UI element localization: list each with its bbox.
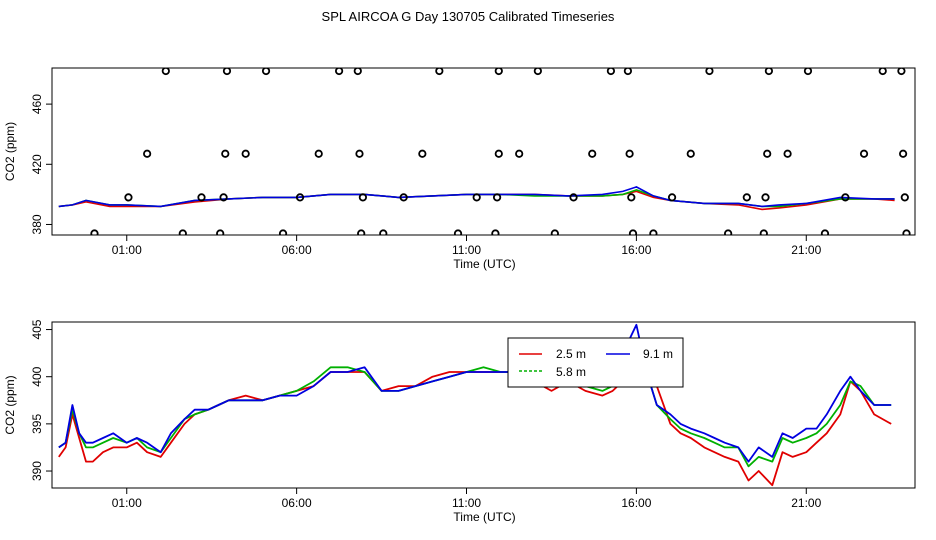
data-point xyxy=(841,193,850,202)
data-point xyxy=(355,149,364,158)
legend-box xyxy=(507,337,684,388)
data-point xyxy=(335,68,344,76)
data-point xyxy=(705,68,714,76)
data-point xyxy=(742,193,751,202)
data-point xyxy=(515,149,524,158)
x-tick-label: 01:00 xyxy=(112,496,142,510)
data-point xyxy=(761,193,770,202)
y-tick-label: 390 xyxy=(30,461,44,481)
y-tick-label: 420 xyxy=(30,154,44,174)
y-tick-label: 460 xyxy=(30,94,44,114)
data-point xyxy=(820,229,830,235)
data-point xyxy=(435,68,444,76)
x-tick-label: 16:00 xyxy=(621,243,651,257)
data-point xyxy=(178,229,187,235)
x-tick-label: 01:00 xyxy=(112,243,142,257)
x-tick-label: 11:00 xyxy=(452,496,481,510)
data-point xyxy=(472,193,481,202)
data-point xyxy=(314,149,323,158)
data-point xyxy=(764,68,774,76)
data-point xyxy=(803,68,813,76)
data-point xyxy=(261,68,271,76)
data-point xyxy=(161,68,170,76)
x-tick-label: 06:00 xyxy=(282,496,312,510)
legend: 2.5 m 9.1 m 5.8 m xyxy=(507,337,684,388)
data-point xyxy=(216,229,225,235)
data-point xyxy=(606,68,616,76)
legend-label: 2.5 m xyxy=(556,347,586,361)
data-point xyxy=(492,193,502,202)
data-point xyxy=(667,193,677,202)
data-point xyxy=(494,68,503,76)
y-axis-label: CO2 (ppm) xyxy=(3,122,17,181)
data-point xyxy=(418,149,427,158)
data-point xyxy=(222,68,232,76)
legend-label: 9.1 m xyxy=(643,347,673,361)
y-tick-label: 405 xyxy=(30,319,44,339)
data-point xyxy=(902,229,911,235)
data-point xyxy=(143,149,152,158)
data-point xyxy=(90,229,99,235)
data-point xyxy=(379,229,388,235)
data-point xyxy=(124,193,133,202)
figure-title: SPL AIRCOA G Day 130705 Calibrated Times… xyxy=(321,9,615,24)
legend-label: 5.8 m xyxy=(556,365,586,379)
bottom-panel: 01:00 06:00 11:00 16:00 21:00 390 395 400 405 Tim… xyxy=(3,319,916,524)
data-point xyxy=(219,193,228,202)
data-point xyxy=(353,68,362,76)
x-tick-label: 21:00 xyxy=(791,496,821,510)
data-point xyxy=(358,193,367,202)
data-point xyxy=(859,149,869,158)
data-point xyxy=(759,229,768,235)
data-point xyxy=(569,193,578,202)
data-point xyxy=(197,193,206,202)
data-point xyxy=(623,68,632,76)
data-point xyxy=(588,149,597,158)
data-point xyxy=(278,229,288,235)
data-point xyxy=(399,193,408,202)
x-tick-label: 11:00 xyxy=(452,243,481,257)
y-tick-label: 380 xyxy=(30,214,44,234)
data-point xyxy=(625,149,634,158)
x-tick-label: 21:00 xyxy=(791,243,821,257)
plot-frame xyxy=(51,321,916,489)
x-axis-label: Time (UTC) xyxy=(453,257,515,271)
x-tick-label: 16:00 xyxy=(621,496,651,510)
data-point xyxy=(221,149,230,158)
plot-area xyxy=(58,68,911,235)
data-point xyxy=(491,229,500,235)
x-axis-label: Time (UTC) xyxy=(453,510,515,524)
data-point xyxy=(628,229,638,235)
data-point xyxy=(897,68,906,76)
data-point xyxy=(533,68,542,76)
data-point xyxy=(724,229,733,235)
data-point xyxy=(241,149,250,158)
data-point xyxy=(783,149,792,158)
data-point xyxy=(649,229,658,235)
data-point xyxy=(550,229,559,235)
data-point xyxy=(494,149,503,158)
data-point xyxy=(453,229,463,235)
data-point xyxy=(627,193,636,202)
plot-area xyxy=(58,323,892,487)
data-point xyxy=(295,193,305,202)
x-tick-label: 06:00 xyxy=(282,243,312,257)
data-point xyxy=(899,149,908,158)
data-point xyxy=(878,68,887,76)
plot-frame xyxy=(51,67,916,236)
y-tick-label: 395 xyxy=(30,414,44,434)
data-point xyxy=(357,229,366,235)
data-point xyxy=(763,149,772,158)
y-tick-label: 400 xyxy=(30,366,44,386)
series-line xyxy=(58,338,892,468)
series-line xyxy=(58,186,895,208)
top-panel: 01:00 06:00 11:00 16:00 21:00 380 420 460 Time (… xyxy=(3,67,916,271)
data-point xyxy=(686,149,695,158)
series-line xyxy=(58,323,892,463)
data-point xyxy=(900,193,909,202)
y-axis-label: CO2 (ppm) xyxy=(3,375,17,434)
